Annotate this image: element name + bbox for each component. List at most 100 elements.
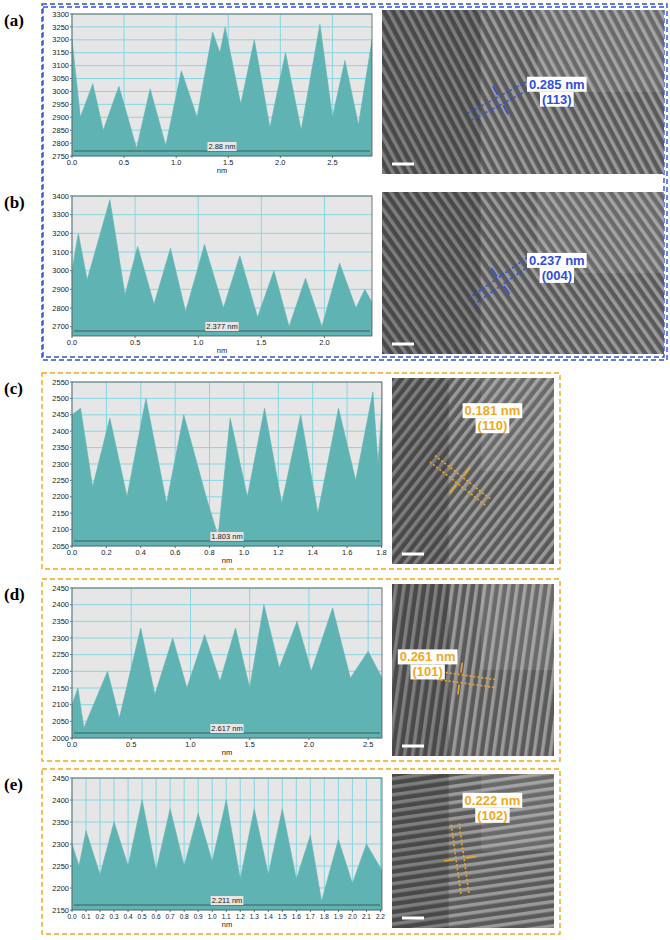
grid-line: [324, 196, 325, 336]
lattice-line: [469, 258, 526, 298]
label-background: [210, 532, 243, 541]
spacing-arrow: [444, 860, 454, 861]
profile-area: [72, 24, 372, 156]
plane-label: (004): [542, 268, 572, 283]
plane-label: (101): [412, 664, 442, 679]
panel-border: [42, 373, 560, 569]
data-group: [72, 800, 382, 910]
lattice-line: [474, 264, 531, 304]
tick-label: 3050: [52, 74, 69, 83]
tick-label: 2400: [52, 427, 69, 436]
tick-label: 2700: [52, 322, 69, 331]
axis-title: nm: [222, 920, 232, 929]
panel: (e)21502200225023002350240024500.00.10.2…: [4, 774, 554, 929]
label-background: [211, 896, 244, 905]
lattice-line: [471, 87, 533, 120]
panel-border: [42, 4, 667, 360]
plot-background: [72, 14, 372, 156]
tick-label: 2150: [52, 509, 69, 518]
tick-label: 3000: [52, 266, 69, 275]
label-background: [476, 418, 510, 433]
tem-image: [382, 192, 664, 354]
tick-label: 2050: [52, 717, 69, 726]
plot-background: [72, 588, 382, 738]
grid-line: [72, 800, 382, 801]
tick-label: 1.8: [320, 913, 329, 920]
label-background: [463, 793, 523, 808]
tick-label: 2250: [52, 862, 69, 871]
tick-label: 2200: [52, 884, 69, 893]
profile-area: [72, 392, 382, 546]
grid-line: [72, 414, 382, 415]
tick-label: 1.2: [273, 548, 283, 557]
label-background: [527, 253, 587, 268]
length-label: 2.617 nm: [211, 724, 242, 733]
data-group: [72, 200, 372, 336]
tick-label: 1.2: [236, 913, 245, 920]
label-background: [463, 403, 523, 418]
lattice-line: [468, 80, 530, 113]
lattice-line: [435, 456, 490, 499]
tick-label: 0.5: [126, 740, 136, 749]
tick-label: 2400: [52, 600, 69, 609]
profile-area: [72, 800, 382, 910]
figure: (a)2750280028502900295030003050310031503…: [0, 0, 670, 940]
label-background: [207, 142, 236, 151]
tick-label: 1.5: [244, 740, 254, 749]
tick-label: 2550: [52, 378, 69, 387]
panel-border: [42, 769, 560, 934]
tick-label: 2800: [52, 304, 69, 313]
tick-label: 1.9: [334, 913, 343, 920]
tick-label: 2.5: [327, 158, 337, 167]
spacing-arrow: [503, 105, 508, 114]
tick-label: 0.0: [67, 338, 77, 347]
tick-label: 1.8: [376, 548, 386, 557]
length-label: 1.803 nm: [211, 532, 242, 541]
panel-label: (e): [4, 775, 23, 794]
tick-label: 0.5: [119, 158, 129, 167]
tick-label: 2450: [52, 774, 69, 783]
axis-title: nm: [217, 346, 227, 355]
plot-background: [72, 196, 372, 336]
tick-label: 2450: [52, 410, 69, 419]
tick-label: 1.7: [306, 913, 315, 920]
tick-label: 3300: [52, 10, 69, 19]
data-group: [72, 605, 382, 738]
tick-label: 2300: [52, 460, 69, 469]
panel-label: (a): [4, 11, 24, 30]
tick-label: 2.0: [319, 338, 329, 347]
tick-label: 0.3: [110, 913, 119, 920]
tick-label: 0.4: [124, 913, 133, 920]
tick-label: 1.0: [185, 740, 195, 749]
plane-label: (102): [477, 808, 507, 823]
spacing-arrow: [491, 268, 497, 276]
profile-area: [72, 200, 372, 336]
grid-line: [72, 398, 382, 399]
tick-label: 3000: [52, 87, 69, 96]
axis-title: nm: [222, 556, 232, 565]
tick-label: 1.0: [171, 158, 181, 167]
spacing-arrow: [461, 663, 462, 673]
tick-label: 0.2: [101, 548, 111, 557]
tick-label: 3400: [52, 192, 69, 201]
plot-background: [72, 778, 382, 910]
tick-label: 1.1: [222, 913, 231, 920]
plot-frame: [72, 588, 382, 738]
spacing-arrow: [458, 685, 459, 695]
tick-label: 2450: [52, 584, 69, 593]
d-spacing-label: 0.237 nm: [529, 253, 585, 268]
label-background: [398, 649, 458, 664]
data-group: [72, 24, 372, 156]
tick-label: 1.0: [193, 338, 203, 347]
tick-label: 0.5: [138, 913, 147, 920]
tick-label: 0.7: [166, 913, 175, 920]
grid-line: [72, 26, 372, 27]
tem-image: [382, 10, 664, 174]
tick-label: 3100: [52, 248, 69, 257]
tem-image: [392, 774, 554, 928]
panel: (b)270028002900300031003200330034000.00.…: [4, 192, 664, 355]
plot-frame: [72, 196, 372, 336]
tick-label: 0.0: [67, 548, 77, 557]
grid-line: [72, 39, 372, 40]
panel: (c)2050210021502200225023002350240024502…: [4, 378, 554, 565]
